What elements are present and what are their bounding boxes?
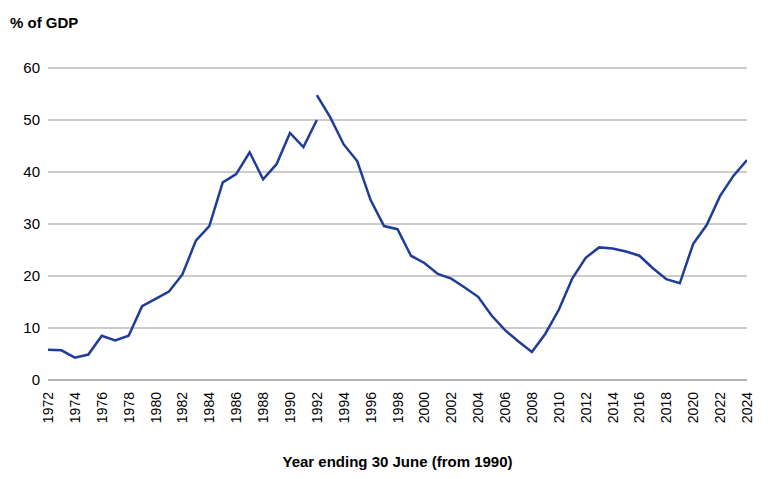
svg-text:1992: 1992 (309, 392, 325, 423)
svg-text:1978: 1978 (121, 392, 137, 423)
svg-text:20: 20 (23, 267, 40, 284)
svg-text:2006: 2006 (497, 392, 513, 423)
svg-text:2008: 2008 (524, 392, 540, 423)
svg-text:1990: 1990 (282, 392, 298, 423)
svg-text:2020: 2020 (685, 392, 701, 423)
svg-text:50: 50 (23, 111, 40, 128)
svg-text:2002: 2002 (443, 392, 459, 423)
svg-text:Year ending 30 June (from 1990: Year ending 30 June (from 1990) (282, 453, 512, 470)
svg-text:1988: 1988 (255, 392, 271, 423)
svg-text:1982: 1982 (174, 392, 190, 423)
svg-text:2000: 2000 (416, 392, 432, 423)
svg-text:2024: 2024 (739, 392, 755, 423)
svg-text:1986: 1986 (228, 392, 244, 423)
svg-text:60: 60 (23, 59, 40, 76)
svg-text:1996: 1996 (363, 392, 379, 423)
svg-text:2004: 2004 (470, 392, 486, 423)
svg-text:1974: 1974 (67, 392, 83, 423)
svg-text:2010: 2010 (551, 392, 567, 423)
svg-text:1998: 1998 (390, 392, 406, 423)
svg-text:0: 0 (32, 371, 40, 388)
svg-text:1976: 1976 (94, 392, 110, 423)
svg-text:40: 40 (23, 163, 40, 180)
svg-text:10: 10 (23, 319, 40, 336)
svg-text:1972: 1972 (40, 392, 56, 423)
svg-text:1980: 1980 (148, 392, 164, 423)
svg-text:1984: 1984 (201, 392, 217, 423)
svg-text:30: 30 (23, 215, 40, 232)
svg-text:2022: 2022 (712, 392, 728, 423)
svg-text:1994: 1994 (336, 392, 352, 423)
svg-text:2012: 2012 (578, 392, 594, 423)
html-text:% of GDP: % of GDP (10, 14, 79, 31)
svg-text:2016: 2016 (631, 392, 647, 423)
svg-text:2018: 2018 (658, 392, 674, 423)
svg-text:2014: 2014 (605, 392, 621, 423)
